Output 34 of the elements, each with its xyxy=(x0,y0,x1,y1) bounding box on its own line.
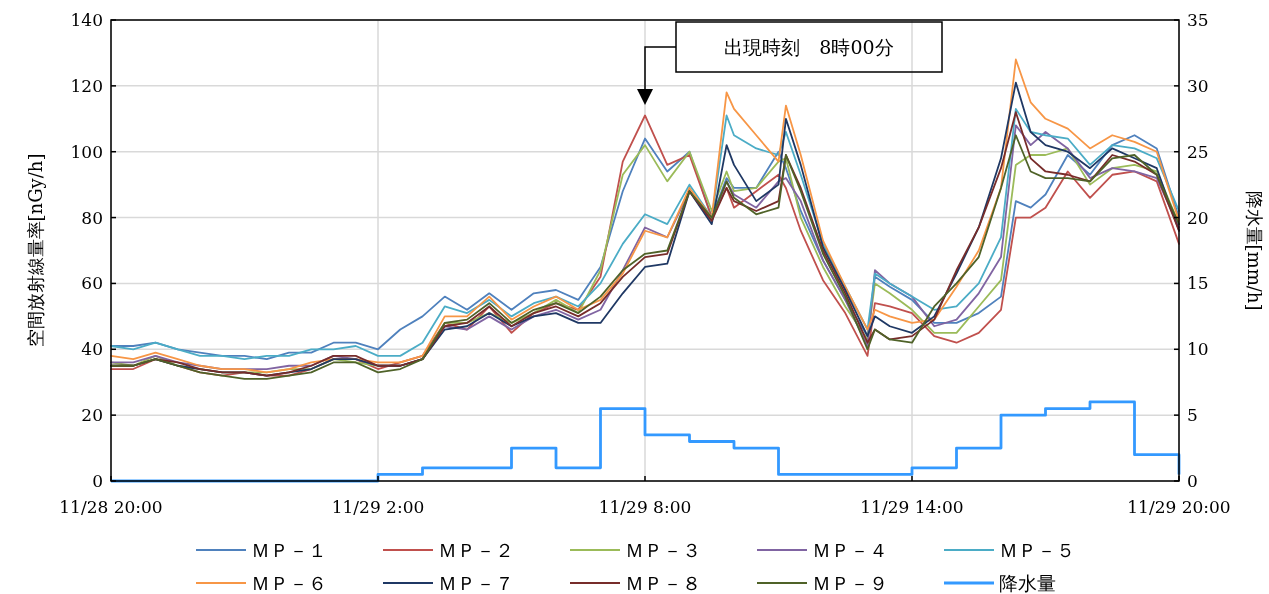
legend-label: ＭＰ－３ xyxy=(625,539,701,561)
y2-tick-label: 35 xyxy=(1187,10,1209,30)
legend-label: ＭＰ－５ xyxy=(999,539,1075,561)
x-tick-label: 11/29 2:00 xyxy=(331,497,425,517)
y-tick-label: 120 xyxy=(70,75,103,96)
legend-label: 降水量 xyxy=(999,572,1056,594)
legend-label: ＭＰ－４ xyxy=(812,539,888,561)
y2-tick-label: 20 xyxy=(1187,207,1209,228)
y-tick-label: 80 xyxy=(81,207,103,228)
x-tick-label: 11/29 8:00 xyxy=(598,497,692,517)
y-tick-label: 0 xyxy=(92,471,103,491)
legend-label: ＭＰ－１ xyxy=(251,539,327,561)
y-tick-label: 60 xyxy=(81,273,103,294)
legend-label: ＭＰ－６ xyxy=(251,572,327,594)
x-tick-label: 11/29 14:00 xyxy=(860,497,964,517)
y-tick-label: 140 xyxy=(70,10,103,30)
y2-tick-label: 10 xyxy=(1187,339,1209,360)
y2-tick-label: 15 xyxy=(1187,273,1209,294)
y2-axis-title: 降水量[mm/h] xyxy=(1244,190,1265,311)
legend-label: ＭＰ－９ xyxy=(812,572,888,594)
y-axis-title: 空間放射線量率[nGy/h] xyxy=(25,153,46,348)
y2-tick-label: 25 xyxy=(1187,141,1209,162)
y-tick-label: 20 xyxy=(81,405,103,426)
annotation: 出現時刻 8時00分 xyxy=(724,36,894,58)
legend-label: ＭＰ－７ xyxy=(438,572,514,594)
y2-tick-label: 5 xyxy=(1187,405,1198,426)
legend-label: ＭＰ－８ xyxy=(625,572,701,594)
legend-label: ＭＰ－２ xyxy=(438,539,514,561)
y-tick-label: 40 xyxy=(81,339,103,360)
x-tick-label: 11/29 20:00 xyxy=(1127,497,1231,517)
y2-tick-label: 30 xyxy=(1187,75,1209,96)
y2-tick-label: 0 xyxy=(1187,471,1198,491)
y-tick-label: 100 xyxy=(70,141,103,162)
x-tick-label: 11/28 20:00 xyxy=(59,497,163,517)
